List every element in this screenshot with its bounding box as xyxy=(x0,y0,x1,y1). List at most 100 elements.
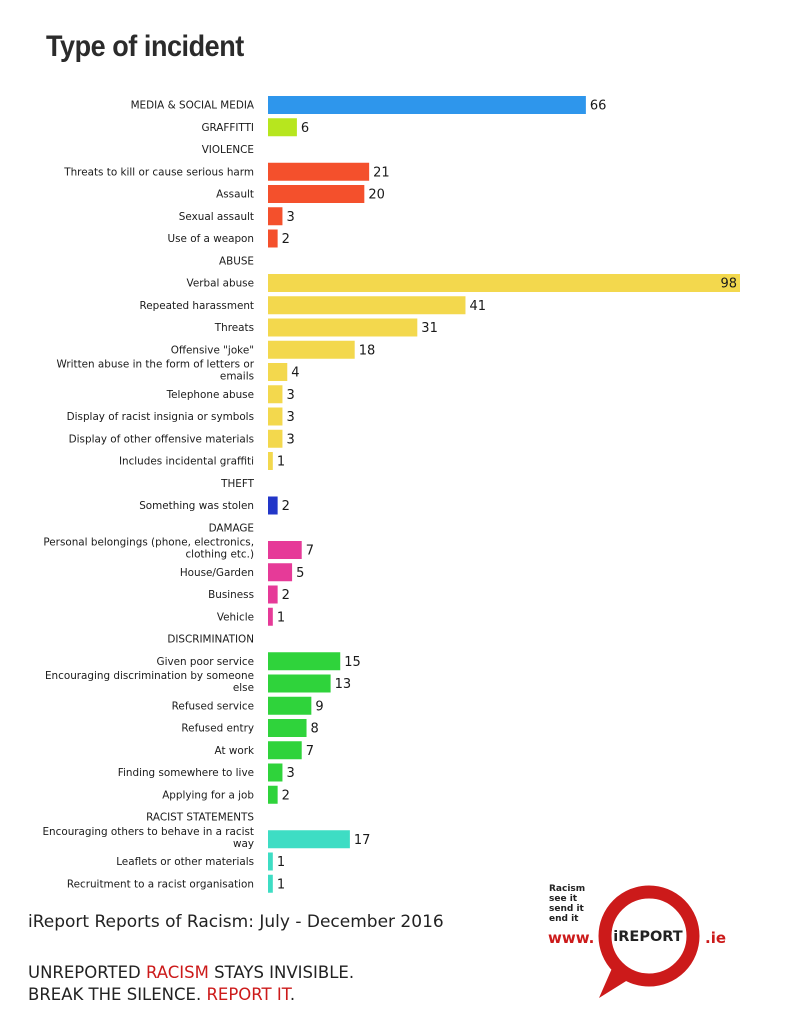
bar xyxy=(268,741,302,760)
data-label: 9 xyxy=(315,699,323,714)
tagline-line: end it xyxy=(549,914,579,924)
category-header: DAMAGE xyxy=(209,522,254,534)
data-label: 5 xyxy=(296,566,304,581)
bar-label: Telephone abuse xyxy=(166,389,254,401)
bar-chart: MEDIA & SOCIAL MEDIA 66 GRAFFITTI 6 VIOLENCE… xyxy=(42,96,740,893)
data-label: 18 xyxy=(359,343,376,358)
bar-label: Personal belongings (phone, electronics,… xyxy=(43,537,254,561)
bar xyxy=(268,874,273,893)
slogan-highlight: RACISM xyxy=(145,963,209,982)
bar xyxy=(268,207,283,226)
bar xyxy=(268,296,466,315)
bar-label: Recruitment to a racist organisation xyxy=(67,878,254,890)
report-subtitle: iReport Reports of Racism: July - Decemb… xyxy=(28,912,444,932)
tagline-line: send it xyxy=(549,904,584,914)
bar xyxy=(268,429,283,448)
bar xyxy=(268,696,312,715)
bar-label: Offensive "joke" xyxy=(171,344,254,356)
bar-label: GRAFFITTI xyxy=(201,122,254,134)
data-label: 1 xyxy=(277,855,285,870)
data-label: 13 xyxy=(335,677,352,692)
bar-label: At work xyxy=(215,745,254,757)
slogan-text: UNREPORTED xyxy=(28,963,146,982)
slogan-line-1: UNREPORTED RACISM STAYS INVISIBLE. xyxy=(28,962,354,984)
bar-label: Business xyxy=(208,589,254,601)
slogan-line-2: BREAK THE SILENCE. REPORT IT. xyxy=(28,984,354,1006)
bar-label: Use of a weapon xyxy=(168,233,255,245)
data-label: 6 xyxy=(301,121,309,136)
bar-label: Display of racist insignia or symbols xyxy=(67,411,254,423)
data-label: 3 xyxy=(286,766,294,781)
slogan: UNREPORTED RACISM STAYS INVISIBLE. BREAK… xyxy=(28,962,354,1006)
data-label: 2 xyxy=(282,499,290,514)
bar xyxy=(268,118,297,137)
bar-label: Includes incidental graffiti xyxy=(119,456,254,468)
bar-label: Leaflets or other materials xyxy=(116,856,254,868)
bar-label: Repeated harassment xyxy=(140,300,254,312)
bar xyxy=(268,96,586,114)
bar-label: Given poor service xyxy=(157,656,254,668)
bar-label: Display of other offensive materials xyxy=(69,433,254,445)
bar-label: MEDIA & SOCIAL MEDIA xyxy=(131,100,255,112)
bar xyxy=(268,274,740,292)
bar-label: Encouraging others to behave in a racist… xyxy=(42,826,254,850)
data-label: 41 xyxy=(469,299,486,314)
chart-title: Type of incident xyxy=(46,30,244,63)
data-label: 17 xyxy=(354,833,371,848)
bar xyxy=(268,541,302,559)
data-label: 1 xyxy=(277,455,285,470)
logo-wordmark[interactable]: iREPORT xyxy=(613,929,683,945)
data-label: 3 xyxy=(286,388,294,403)
bar-label: Vehicle xyxy=(217,611,254,623)
bar xyxy=(268,185,365,203)
slogan-text: . xyxy=(289,985,296,1004)
data-label: 3 xyxy=(286,410,294,425)
data-label: 1 xyxy=(277,610,285,625)
bar xyxy=(268,340,355,359)
bar-label: Encouraging discrimination by someone els… xyxy=(45,670,254,694)
category-header: DISCRIMINATION xyxy=(167,634,254,646)
bar-label: Refused service xyxy=(172,700,254,712)
data-label: 8 xyxy=(311,722,319,737)
bar xyxy=(268,496,278,515)
bar-label: Applying for a job xyxy=(162,789,254,801)
bar-label: Verbal abuse xyxy=(187,278,254,290)
bar xyxy=(268,452,273,470)
data-label: 15 xyxy=(344,655,361,670)
data-label: 3 xyxy=(286,210,294,225)
bar xyxy=(268,719,307,737)
bar xyxy=(268,407,283,426)
data-label: 2 xyxy=(282,788,290,803)
logo-domain-suffix[interactable]: .ie xyxy=(705,929,727,947)
data-label: 1 xyxy=(277,877,285,892)
bar-label: Something was stolen xyxy=(139,500,254,512)
logo-tagline: Racism see it send it end it xyxy=(549,884,585,924)
category-header: RACIST STATEMENTS xyxy=(146,812,254,824)
data-label: 3 xyxy=(286,432,294,447)
bar xyxy=(268,607,273,626)
bar xyxy=(268,162,370,181)
bar-label: Written abuse in the form of letters or e… xyxy=(57,359,255,383)
category-header: ABUSE xyxy=(219,255,254,267)
data-label: 4 xyxy=(291,366,299,381)
bar xyxy=(268,363,288,381)
bar xyxy=(268,852,273,871)
bar xyxy=(268,674,331,693)
speech-bubble-ring-logo-icon[interactable] xyxy=(593,880,713,1004)
data-label: 7 xyxy=(306,544,314,559)
bar-label: Sexual assault xyxy=(179,211,254,223)
category-header: THEFT xyxy=(220,478,255,490)
data-label: 21 xyxy=(373,165,390,180)
bar-label: Refused entry xyxy=(181,723,254,735)
bar xyxy=(268,385,283,404)
logo-www[interactable]: www. xyxy=(548,929,595,947)
bar xyxy=(268,830,350,849)
category-header: VIOLENCE xyxy=(202,144,254,156)
slogan-text: BREAK THE SILENCE. xyxy=(28,985,207,1004)
bar-label: Finding somewhere to live xyxy=(118,767,254,779)
tagline-line: Racism xyxy=(549,884,586,894)
data-label: 2 xyxy=(282,588,290,603)
bar-label: Threats to kill or cause serious harm xyxy=(63,166,254,178)
data-label: 31 xyxy=(421,321,438,336)
slogan-text: STAYS INVISIBLE. xyxy=(208,963,355,982)
